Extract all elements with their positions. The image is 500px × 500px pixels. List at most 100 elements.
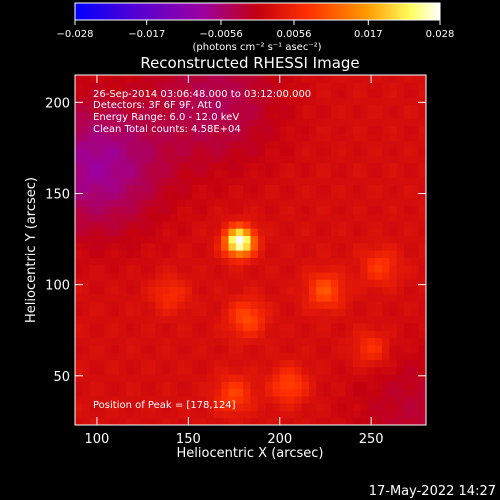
heatmap-cell	[360, 155, 369, 164]
heatmap-cell	[279, 301, 288, 309]
heatmap-cell	[330, 89, 339, 98]
heatmap-cell	[330, 301, 339, 309]
heatmap-cell	[250, 395, 259, 404]
heatmap-cell	[221, 147, 230, 156]
heatmap-cell	[126, 403, 135, 412]
heatmap-cell	[279, 388, 288, 397]
heatmap-cell	[126, 96, 135, 105]
heatmap-cell	[162, 118, 171, 127]
heatmap-cell	[235, 155, 244, 164]
heatmap-cell	[250, 184, 259, 193]
heatmap-cell	[338, 330, 347, 339]
heatmap-cell	[345, 126, 354, 134]
heatmap-cell	[199, 322, 208, 331]
heatmap-cell	[367, 359, 376, 368]
heatmap-cell	[140, 403, 149, 412]
heatmap-cell	[228, 235, 237, 244]
heatmap-cell	[155, 147, 164, 156]
heatmap-cell	[243, 126, 252, 134]
x-tick-label: 200	[267, 432, 292, 447]
heatmap-cell	[352, 133, 361, 142]
heatmap-cell	[345, 155, 354, 164]
heatmap-cell	[133, 126, 142, 134]
heatmap-cell	[360, 403, 369, 412]
heatmap-cell	[382, 344, 391, 353]
heatmap-cell	[345, 140, 354, 149]
heatmap-cell	[323, 82, 332, 91]
heatmap-cell	[206, 89, 215, 98]
colorbar	[74, 2, 441, 21]
heatmap-cell	[148, 279, 157, 288]
heatmap-cell	[118, 104, 127, 113]
heatmap-cell	[345, 257, 354, 266]
heatmap-cell	[111, 118, 120, 127]
heatmap-cell	[184, 177, 193, 185]
heatmap-cell	[228, 206, 237, 215]
heatmap-cell	[338, 235, 347, 244]
heatmap-cell	[323, 126, 332, 134]
heatmap-cell	[148, 264, 157, 273]
heatmap-cell	[243, 388, 252, 397]
heatmap-cell	[162, 373, 171, 382]
heatmap-cell	[389, 242, 398, 251]
heatmap-cell	[206, 242, 215, 251]
heatmap-cell	[382, 250, 391, 258]
heatmap-cell	[301, 250, 310, 258]
heatmap-cell	[170, 395, 178, 404]
heatmap-cell	[316, 162, 325, 171]
heatmap-cell	[316, 293, 325, 302]
heatmap-cell	[213, 147, 222, 156]
heatmap-cell	[184, 403, 193, 412]
heatmap-cell	[294, 352, 303, 360]
heatmap-cell	[418, 126, 426, 134]
heatmap-cell	[330, 198, 339, 207]
x-tick-label: 250	[359, 432, 384, 447]
heatmap-cell	[367, 126, 376, 134]
heatmap-cell	[235, 118, 244, 127]
heatmap-cell	[177, 169, 186, 178]
heatmap-cell	[396, 155, 405, 164]
heatmap-cell	[382, 271, 391, 280]
heatmap-cell	[396, 388, 405, 397]
heatmap-cell	[330, 264, 339, 273]
heatmap-cell	[228, 381, 237, 390]
heatmap-cell	[170, 410, 178, 419]
heatmap-cell	[199, 235, 208, 244]
heatmap-cell	[192, 177, 200, 185]
heatmap-cell	[75, 111, 83, 120]
heatmap-cell	[404, 286, 412, 295]
heatmap-cell	[309, 213, 317, 222]
heatmap-cell	[294, 271, 303, 280]
heatmap-cell	[192, 271, 200, 280]
heatmap-cell	[126, 250, 135, 258]
heatmap-cell	[148, 198, 157, 207]
heatmap-cell	[367, 177, 376, 185]
heatmap-cell	[184, 264, 193, 273]
heatmap-cell	[301, 279, 310, 288]
heatmap-cell	[82, 337, 91, 346]
heatmap-cell	[162, 315, 171, 324]
heatmap-cell	[162, 155, 171, 164]
heatmap-cell	[75, 75, 83, 83]
heatmap-cell	[404, 315, 412, 324]
heatmap-cell	[243, 96, 252, 105]
heatmap-cell	[170, 344, 178, 353]
heatmap-cell	[126, 220, 135, 229]
heatmap-cell	[338, 133, 347, 142]
heatmap-cell	[316, 322, 325, 331]
heatmap-cell	[330, 82, 339, 91]
heatmap-cell	[272, 301, 281, 309]
heatmap-cell	[75, 140, 83, 149]
heatmap-cell	[133, 286, 142, 295]
heatmap-cell	[301, 96, 310, 105]
heatmap-cell	[396, 410, 405, 419]
heatmap-cell	[75, 286, 83, 295]
heatmap-cell	[133, 264, 142, 273]
heatmap-cell	[367, 344, 376, 353]
heatmap-cell	[404, 155, 412, 164]
heatmap-cell	[389, 279, 398, 288]
heatmap-cell	[301, 104, 310, 113]
heatmap-cell	[170, 191, 178, 200]
heatmap-cell	[272, 191, 281, 200]
heatmap-cell	[382, 395, 391, 404]
